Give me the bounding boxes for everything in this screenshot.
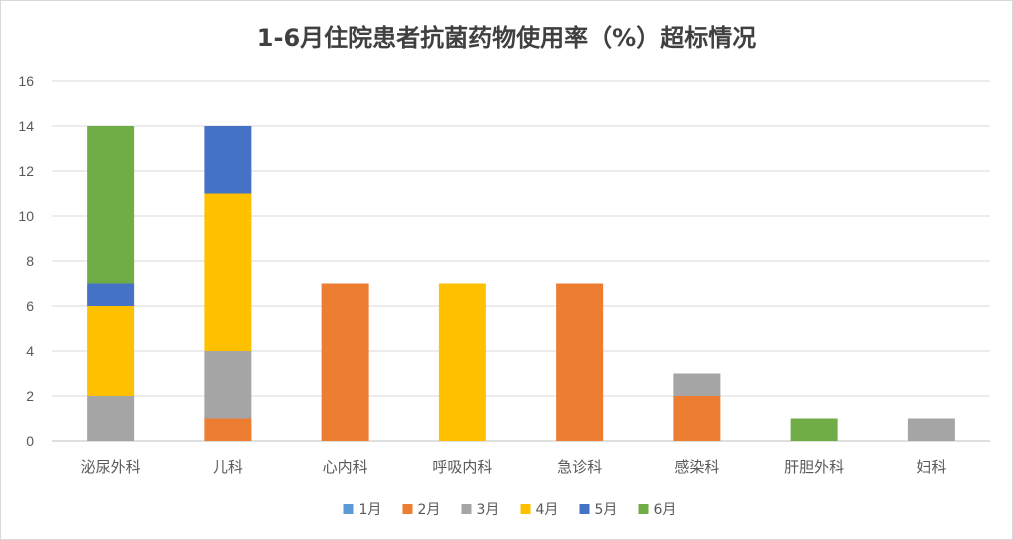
legend-label: 2月 xyxy=(418,502,441,518)
bar-segment xyxy=(87,283,135,306)
bar-segment xyxy=(673,373,721,396)
category-label: 妇科 xyxy=(916,458,946,476)
category-label: 心内科 xyxy=(323,458,368,476)
bar-segment xyxy=(87,396,135,441)
legend-swatch xyxy=(638,504,649,514)
category-label: 肝胆外科 xyxy=(784,458,844,476)
y-tick-label: 8 xyxy=(26,253,34,269)
bar-segment xyxy=(87,126,135,284)
bar-segment xyxy=(438,283,486,441)
legend-swatch xyxy=(520,504,531,514)
category-label: 儿科 xyxy=(213,458,243,476)
bar-segment xyxy=(321,283,369,441)
chart-title: 1-6月住院患者抗菌药物使用率（%）超标情况 xyxy=(256,24,757,52)
y-tick-label: 2 xyxy=(26,388,34,404)
legend-swatch xyxy=(343,504,354,514)
legend-swatch xyxy=(402,504,413,514)
legend-label: 4月 xyxy=(536,502,559,518)
category-label: 感染科 xyxy=(674,458,719,476)
legend-label: 1月 xyxy=(359,502,382,518)
y-tick-label: 16 xyxy=(18,73,34,89)
bar-segment xyxy=(556,283,604,441)
legend-label: 3月 xyxy=(477,502,500,518)
legend-swatch xyxy=(579,504,590,514)
bar-segment xyxy=(790,418,838,441)
bar-segment xyxy=(204,193,252,351)
y-tick-label: 10 xyxy=(18,208,34,224)
legend-label: 5月 xyxy=(595,502,618,518)
y-tick-label: 12 xyxy=(18,163,34,179)
y-tick-label: 0 xyxy=(26,433,34,449)
category-label: 急诊科 xyxy=(557,458,602,476)
bar-segment xyxy=(673,396,721,441)
legend-swatch xyxy=(461,504,472,514)
y-tick-label: 4 xyxy=(26,343,34,359)
legend-label: 6月 xyxy=(654,502,677,518)
y-tick-label: 14 xyxy=(18,118,34,134)
bar-segment xyxy=(204,351,252,419)
bar-segment xyxy=(87,306,135,396)
bar-segment xyxy=(204,126,252,194)
bar-segment xyxy=(204,418,252,441)
category-label: 泌尿外科 xyxy=(81,458,141,476)
y-tick-label: 6 xyxy=(26,298,34,314)
category-label: 呼吸内科 xyxy=(432,458,492,476)
bar-segment xyxy=(907,418,955,441)
